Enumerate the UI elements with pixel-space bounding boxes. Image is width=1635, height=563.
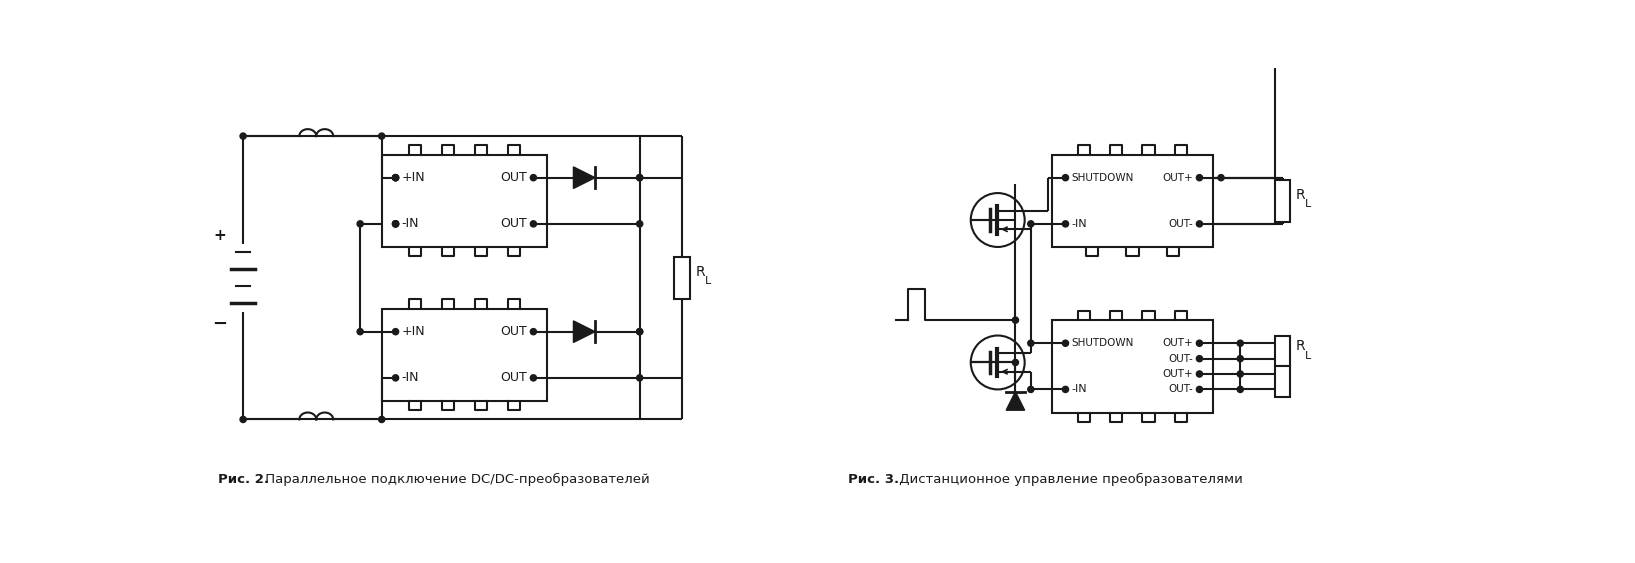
Text: R: R [1295,339,1305,354]
Circle shape [1197,371,1202,377]
Text: L: L [1305,351,1311,360]
Bar [381,155,548,247]
Circle shape [356,329,363,335]
Circle shape [1197,386,1202,392]
Circle shape [1012,359,1019,365]
Text: -IN: -IN [402,372,419,385]
Bar [1051,155,1213,247]
Circle shape [1028,221,1033,227]
Bar [674,257,690,299]
Bar [381,309,548,401]
Circle shape [636,375,643,381]
Circle shape [392,375,399,381]
Text: OUT: OUT [500,171,526,184]
Text: SHUTDOWN: SHUTDOWN [1071,173,1135,182]
Text: SHUTDOWN: SHUTDOWN [1071,338,1135,348]
Text: OUT-: OUT- [1169,219,1194,229]
Circle shape [1238,356,1243,362]
Circle shape [1028,386,1033,392]
Text: L: L [1305,199,1311,209]
Text: Дистанционное управление преобразователями: Дистанционное управление преобразователя… [896,473,1243,486]
Circle shape [530,375,536,381]
Text: OUT: OUT [500,372,526,385]
Circle shape [392,221,399,227]
Circle shape [356,221,363,227]
Text: R: R [1295,187,1305,202]
Polygon shape [574,167,595,189]
Circle shape [392,175,399,181]
Circle shape [1238,371,1243,377]
Text: −: − [213,315,227,333]
Text: -IN: -IN [1071,219,1087,229]
Circle shape [392,175,399,181]
Text: Рис. 3.: Рис. 3. [847,473,899,486]
Circle shape [379,417,384,422]
Circle shape [636,329,643,335]
Text: Рис. 2.: Рис. 2. [217,473,268,486]
Bar [1275,367,1290,397]
Text: Параллельное подключение DC/DC-преобразователей: Параллельное подключение DC/DC-преобразо… [262,473,649,486]
Circle shape [240,417,247,422]
Text: OUT+: OUT+ [1162,173,1194,182]
Circle shape [1063,340,1069,346]
Circle shape [636,329,643,335]
Polygon shape [1006,392,1025,410]
Circle shape [1063,221,1069,227]
Circle shape [392,329,399,335]
Circle shape [530,175,536,181]
Circle shape [1238,386,1243,392]
Text: OUT-: OUT- [1169,354,1194,364]
Circle shape [1063,175,1069,181]
Text: OUT: OUT [500,217,526,230]
Text: L: L [705,276,711,286]
Circle shape [240,133,247,139]
Circle shape [392,175,399,181]
Circle shape [530,221,536,227]
Circle shape [1063,386,1069,392]
Circle shape [1218,175,1225,181]
Text: -IN: -IN [402,217,419,230]
Circle shape [1197,175,1202,181]
Circle shape [1028,340,1033,346]
Circle shape [1197,221,1202,227]
Text: OUT+: OUT+ [1162,338,1194,348]
Bar [1275,336,1290,367]
Circle shape [636,221,643,227]
Circle shape [530,329,536,335]
Text: +IN: +IN [402,171,425,184]
Text: +IN: +IN [402,325,425,338]
Circle shape [379,133,384,139]
Polygon shape [574,321,595,342]
Circle shape [636,175,643,181]
Bar [1275,180,1290,222]
Text: R: R [697,265,705,279]
Text: OUT-: OUT- [1169,385,1194,395]
Circle shape [392,221,399,227]
Circle shape [636,175,643,181]
Circle shape [1238,340,1243,346]
Circle shape [392,221,399,227]
Text: OUT: OUT [500,325,526,338]
Circle shape [1012,317,1019,323]
Text: OUT+: OUT+ [1162,369,1194,379]
Text: +: + [214,228,226,243]
Bar [1051,320,1213,413]
Circle shape [1197,356,1202,362]
Text: -IN: -IN [1071,385,1087,395]
Circle shape [1197,340,1202,346]
